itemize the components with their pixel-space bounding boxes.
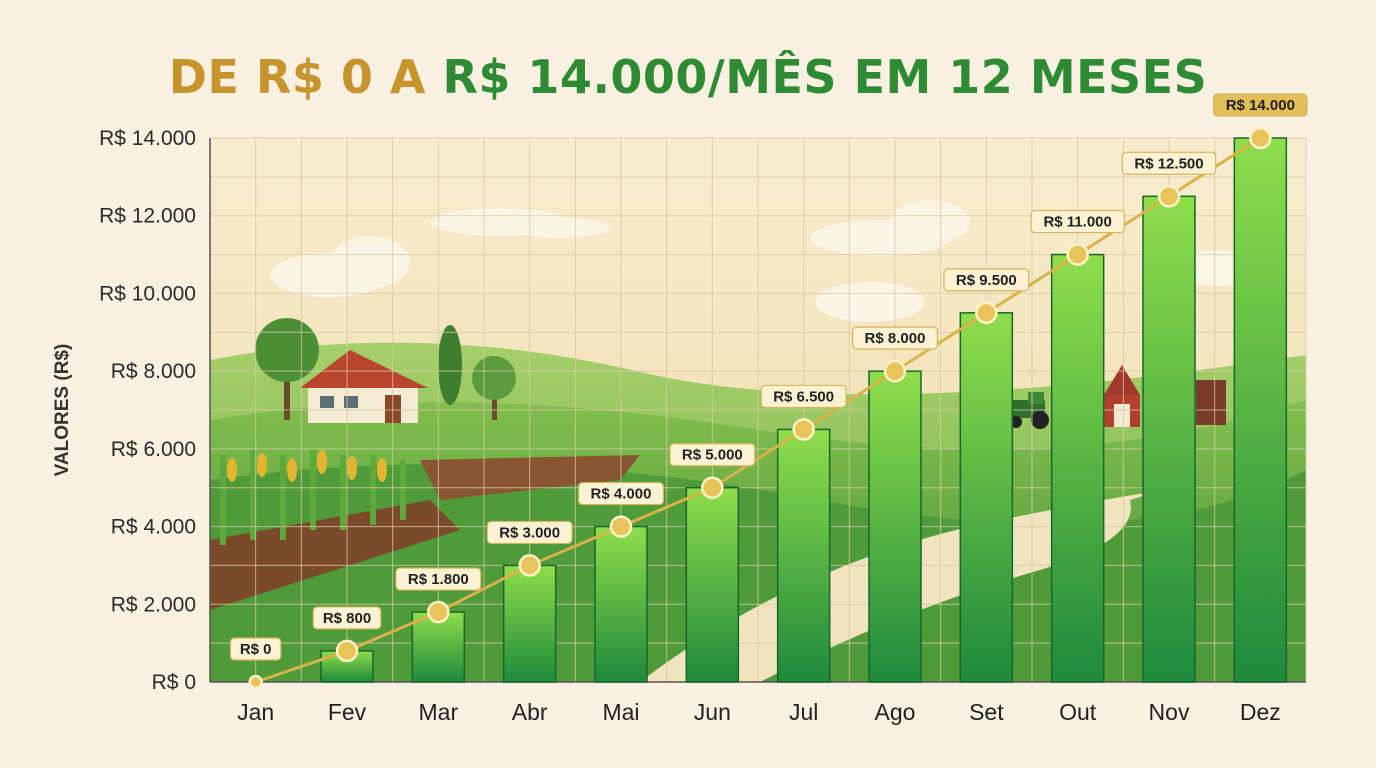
trend-marker — [1249, 126, 1272, 150]
x-axis-ticks: Jan Fev Mar Abr Mai Jun Jul Ago Set Out Nov Dez — [237, 699, 1281, 725]
trend-marker — [1066, 243, 1089, 266]
bar-ago — [868, 370, 922, 683]
data-label: R$ 5.000 — [669, 443, 756, 467]
y-axis-ticks: R$ 0 R$ 2.000 R$ 4.000 R$ 6.000 R$ 8.000 R$ 1… — [99, 127, 196, 694]
chart-title-part2: R$ 14.000/MÊS EM 12 MESES — [442, 50, 1208, 104]
x-tick-label: Out — [1059, 699, 1097, 725]
data-labels: R$ 0 R$ 800 R$ 1.800 R$ 3.000 R$ 4.000 R$ 5.0… — [229, 93, 1308, 661]
data-label-box — [312, 606, 382, 630]
trend-marker — [883, 359, 907, 383]
chart-title: DE R$ 0 A R$ 14.000/MÊS EM 12 MESES — [0, 50, 1376, 104]
x-tick-label: Jan — [237, 699, 274, 725]
trend-marker — [427, 600, 450, 624]
y-tick-label: R$ 8.000 — [111, 360, 196, 383]
trend-marker — [701, 476, 724, 499]
trend-line — [255, 136, 1262, 684]
data-label: R$ 3.000 — [486, 520, 573, 545]
x-tick-label: Dez — [1240, 699, 1281, 725]
trend-marker — [248, 674, 263, 690]
bar-jul — [776, 428, 831, 683]
y-tick-label: R$ 14.000 — [99, 127, 196, 150]
data-label-box — [943, 268, 1030, 292]
data-label-box — [669, 443, 756, 467]
bar-series — [320, 137, 1288, 683]
data-label: R$ 4.000 — [577, 481, 664, 506]
barn-icon — [1104, 365, 1226, 427]
data-label-box — [760, 384, 847, 409]
trend-marker — [518, 554, 541, 577]
trend-marker — [609, 515, 633, 538]
data-label-box — [1213, 93, 1308, 117]
data-label-text: R$ 800 — [323, 610, 371, 627]
data-label-text: R$ 3.000 — [499, 524, 560, 541]
data-label: R$ 14.000 — [1213, 93, 1308, 117]
data-label: R$ 11.000 — [1030, 209, 1125, 234]
bar-jun — [685, 486, 740, 683]
data-label-box — [1030, 209, 1125, 234]
x-tick-label: Jun — [694, 699, 731, 725]
bar-nov — [1142, 195, 1196, 683]
x-tick-label: Mar — [419, 699, 459, 725]
data-label: R$ 800 — [312, 606, 382, 630]
data-label-text: R$ 12.500 — [1134, 155, 1203, 172]
y-tick-label: R$ 10.000 — [99, 282, 196, 305]
trend-marker — [1157, 185, 1181, 208]
bar-mar — [411, 611, 466, 683]
bar-set — [959, 312, 1014, 683]
data-label-text: R$ 0 — [240, 641, 272, 658]
data-label: R$ 6.500 — [760, 384, 847, 409]
trend-marker — [975, 301, 998, 325]
data-label-text: R$ 4.000 — [591, 486, 652, 503]
x-tick-label: Set — [969, 699, 1004, 725]
x-tick-label: Ago — [875, 699, 916, 725]
bar-dez — [1233, 137, 1288, 683]
x-tick-label: Nov — [1149, 699, 1190, 725]
bar-out — [1050, 253, 1105, 683]
y-tick-label: R$ 4.000 — [111, 516, 196, 539]
data-label: R$ 8.000 — [851, 326, 938, 350]
data-label-box — [577, 481, 664, 506]
data-label-box — [395, 567, 482, 591]
trend-marker — [792, 418, 815, 441]
trend-line-series — [248, 126, 1272, 690]
y-tick-label: R$ 0 — [152, 671, 196, 694]
x-tick-label: Fev — [328, 699, 367, 725]
trend-marker — [335, 639, 359, 663]
bar-mai — [594, 525, 648, 683]
data-label-text: R$ 14.000 — [1226, 97, 1295, 114]
data-label-text: R$ 11.000 — [1043, 214, 1111, 231]
data-label: R$ 1.800 — [395, 567, 482, 591]
corn-field-illustration — [220, 450, 406, 545]
data-label: R$ 0 — [229, 637, 282, 661]
x-tick-label: Abr — [512, 699, 548, 725]
y-axis-title: VALORES (R$) — [52, 344, 73, 477]
x-tick-label: Jul — [789, 699, 818, 725]
y-tick-label: R$ 12.000 — [99, 205, 196, 228]
data-label-text: R$ 9.500 — [956, 272, 1017, 289]
tree-icon — [255, 318, 516, 420]
data-label-text: R$ 8.000 — [865, 330, 926, 347]
data-label-box — [851, 326, 938, 350]
bar-abr — [502, 564, 557, 683]
data-label: R$ 9.500 — [943, 268, 1030, 292]
y-tick-label: R$ 2.000 — [111, 593, 196, 616]
data-label-box — [486, 520, 573, 545]
data-label-box — [1121, 151, 1217, 175]
data-label-text: R$ 1.800 — [408, 571, 469, 588]
x-tick-label: Mai — [602, 699, 639, 725]
data-label: R$ 12.500 — [1121, 151, 1217, 175]
y-tick-label: R$ 6.000 — [111, 438, 196, 461]
data-label-text: R$ 6.500 — [773, 388, 834, 405]
chart-title-part1: DE R$ 0 A — [168, 50, 443, 104]
data-label-box — [229, 637, 282, 661]
data-label-text: R$ 5.000 — [682, 447, 743, 464]
